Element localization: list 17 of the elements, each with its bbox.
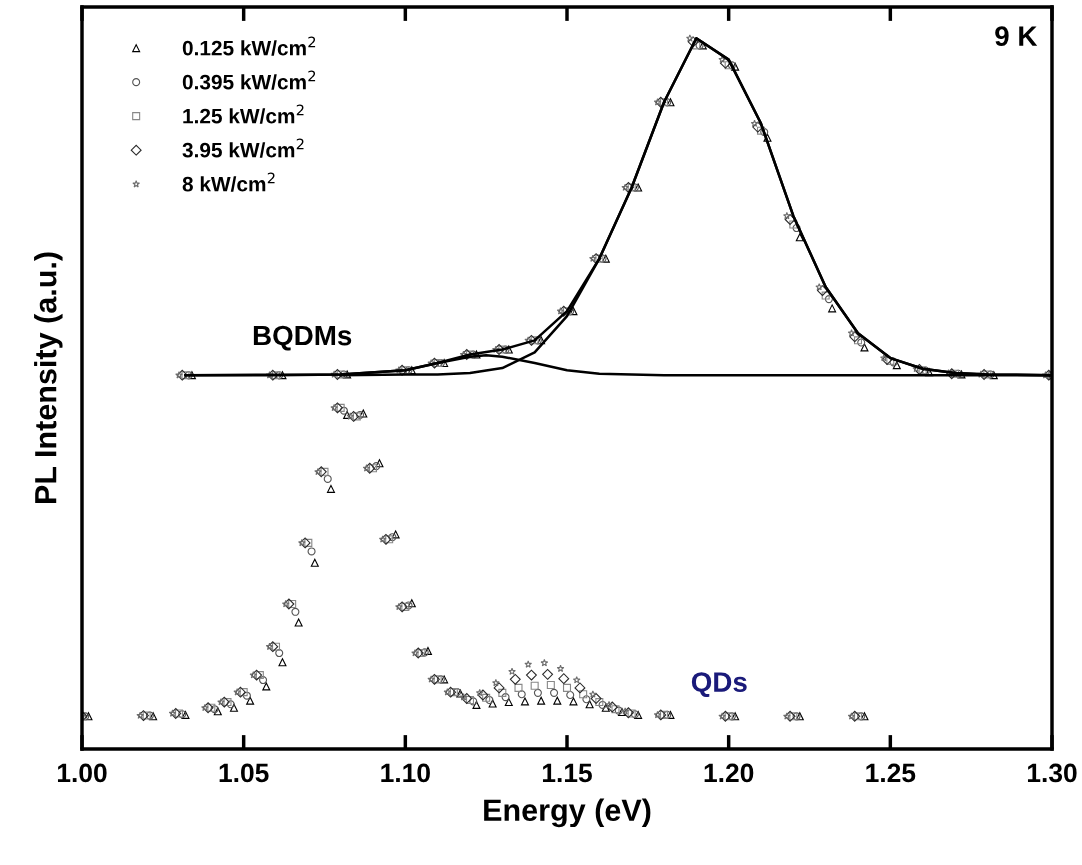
annotation: BQDMs: [253, 325, 352, 351]
legend-label: 1.25 kW/cm$^{2}$: [183, 104, 304, 124]
annotation: 9 K: [995, 26, 1038, 46]
legend-label: 0.395 kW/cm$^{2}$: [182, 70, 316, 90]
x-tick-label: 1.10: [381, 763, 430, 783]
annotation: QDs: [691, 672, 747, 698]
x-tick-label: 1.25: [866, 763, 916, 783]
x-tick-label: 1.05: [219, 763, 269, 783]
x-tick-label: 1.15: [542, 763, 592, 783]
y-axis-title: PL Intensity (a.u.): [34, 252, 63, 503]
x-axis-title: Energy (eV): [484, 798, 651, 828]
x-tick-label: 1.20: [704, 763, 754, 783]
x-tick-label: 1.30: [1027, 763, 1077, 783]
legend-label: 0.125 kW/cm$^{2}$: [182, 36, 316, 56]
legend-label: 8 kW/cm$^{2}$: [182, 172, 275, 192]
x-tick-label: 1.00: [57, 763, 107, 783]
legend-label: 3.95 kW/cm$^{2}$: [182, 138, 304, 158]
